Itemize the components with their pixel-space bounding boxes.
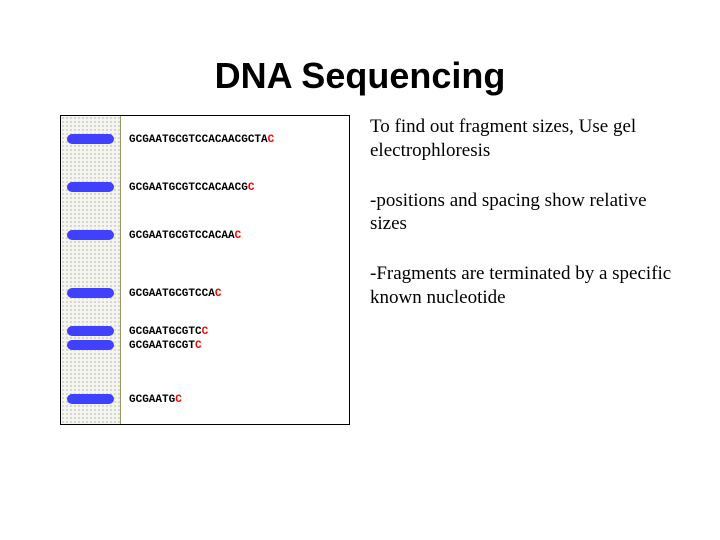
gel-band [67, 230, 114, 240]
sequence-label: GCGAATGCGTCCACAACGCTAC [129, 134, 274, 146]
sequence-label: GCGAATGCGTCC [129, 326, 208, 338]
sequence-label: GCGAATGC [129, 394, 182, 406]
sequence-terminator: C [215, 288, 222, 300]
gel-band [67, 134, 114, 144]
gel-lane [61, 116, 121, 424]
sequence-label: GCGAATGCGTCCACAACGC [129, 182, 254, 194]
sequence-prefix: GCGAATGCGT [129, 340, 195, 352]
sequence-terminator: C [202, 326, 209, 338]
sequence-terminator: C [175, 394, 182, 406]
explanation-text: To find out fragment sizes, Use gel elec… [370, 115, 680, 425]
sequence-column: GCGAATGCGTCCACAACGCTACGCGAATGCGTCCACAACG… [121, 116, 349, 424]
page-title: DNA Sequencing [0, 55, 720, 97]
sequence-terminator: C [248, 182, 255, 194]
gel-band [67, 182, 114, 192]
sequence-prefix: GCGAATGCGTCCA [129, 288, 215, 300]
sequence-terminator: C [195, 340, 202, 352]
sequence-terminator: C [268, 134, 275, 146]
sequence-prefix: GCGAATGCGTCCACAACGCTA [129, 134, 268, 146]
sequence-prefix: GCGAATGCGTCCACAA [129, 230, 235, 242]
paragraph-1: To find out fragment sizes, Use gel elec… [370, 115, 680, 163]
paragraph-2: -positions and spacing show relative siz… [370, 189, 680, 237]
gel-band [67, 326, 114, 336]
content-row: GCGAATGCGTCCACAACGCTACGCGAATGCGTCCACAACG… [60, 115, 680, 425]
gel-band [67, 394, 114, 404]
sequence-prefix: GCGAATGCGTC [129, 326, 202, 338]
sequence-prefix: GCGAATG [129, 394, 175, 406]
gel-band [67, 288, 114, 298]
sequence-prefix: GCGAATGCGTCCACAACG [129, 182, 248, 194]
sequence-label: GCGAATGCGTC [129, 340, 202, 352]
gel-band [67, 340, 114, 350]
sequence-label: GCGAATGCGTCCACAAC [129, 230, 241, 242]
sequence-terminator: C [235, 230, 242, 242]
gel-panel: GCGAATGCGTCCACAACGCTACGCGAATGCGTCCACAACG… [60, 115, 350, 425]
sequence-label: GCGAATGCGTCCAC [129, 288, 221, 300]
paragraph-3: -Fragments are terminated by a specific … [370, 262, 680, 310]
